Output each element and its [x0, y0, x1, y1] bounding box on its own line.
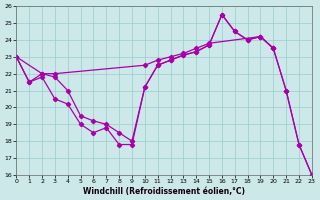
X-axis label: Windchill (Refroidissement éolien,°C): Windchill (Refroidissement éolien,°C): [83, 187, 245, 196]
